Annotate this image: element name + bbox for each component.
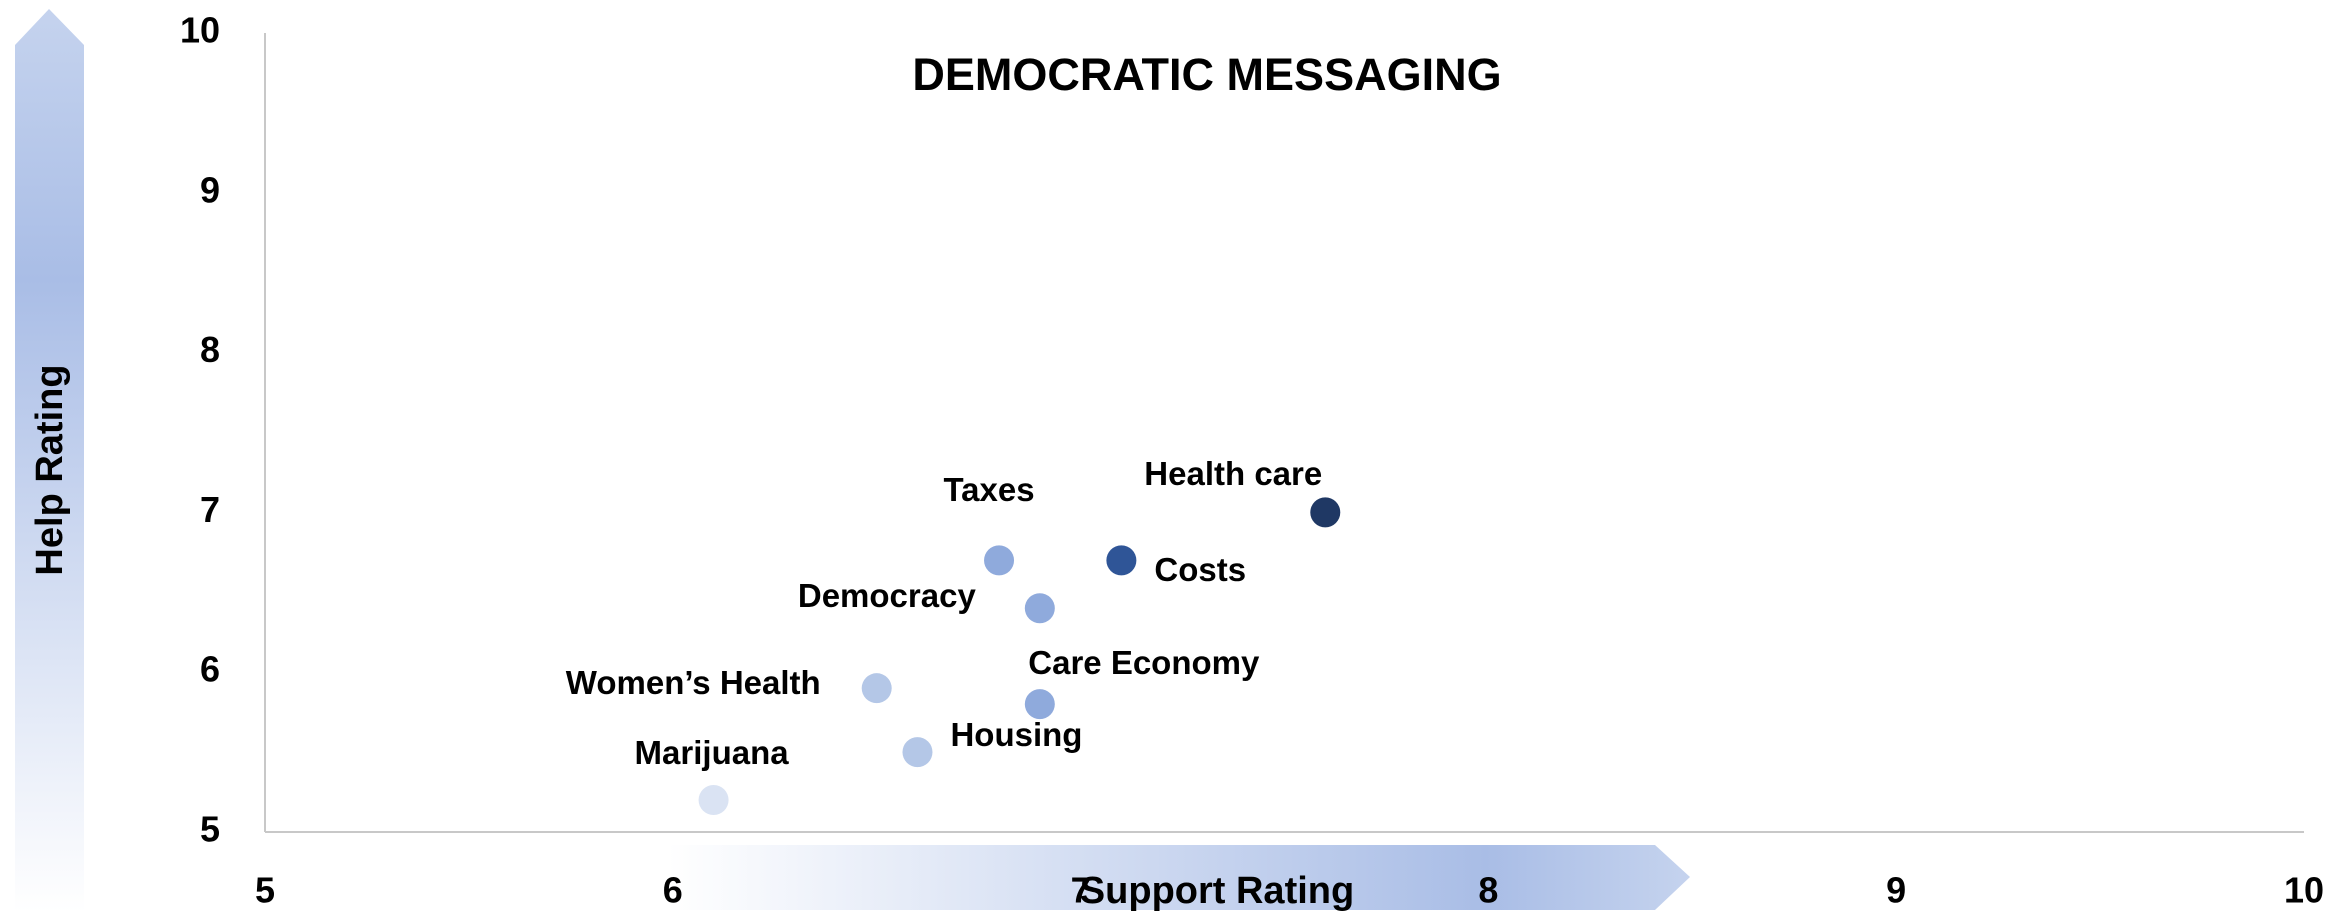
x-axis-title: Support Rating	[1080, 870, 1354, 912]
point-label: Housing	[950, 716, 1082, 753]
y-tick-label: 6	[200, 649, 220, 690]
point-label: Health care	[1144, 455, 1322, 492]
y-axis-arrow	[15, 9, 84, 912]
point	[1024, 689, 1055, 720]
point	[1106, 545, 1137, 576]
point-label: Women’s Health	[566, 664, 821, 701]
x-tick-label: 8	[1478, 870, 1498, 911]
y-tick-label: 5	[200, 809, 220, 850]
point-label: Democracy	[798, 577, 977, 614]
point-label: Taxes	[943, 471, 1034, 508]
x-tick-label: 10	[2284, 870, 2324, 911]
point	[861, 673, 892, 704]
x-tick-label: 9	[1886, 870, 1906, 911]
y-tick-label: 10	[180, 10, 220, 51]
x-axis-arrow	[668, 845, 1690, 910]
chart-title: DEMOCRATIC MESSAGING	[912, 49, 1501, 100]
point	[1024, 593, 1055, 624]
point	[698, 785, 729, 816]
y-tick-label: 8	[200, 329, 220, 370]
point-label: Care Economy	[1028, 644, 1260, 681]
point	[984, 545, 1015, 576]
y-axis-title: Help Rating	[29, 364, 71, 575]
y-tick-label: 9	[200, 169, 220, 210]
y-tick-label: 7	[200, 489, 220, 530]
point-label: Costs	[1154, 551, 1246, 588]
point	[1310, 497, 1341, 528]
x-tick-label: 5	[255, 870, 275, 911]
x-tick-label: 7	[1071, 870, 1091, 911]
point	[902, 737, 933, 768]
point-label: Marijuana	[635, 734, 790, 771]
x-tick-label: 6	[663, 870, 683, 911]
